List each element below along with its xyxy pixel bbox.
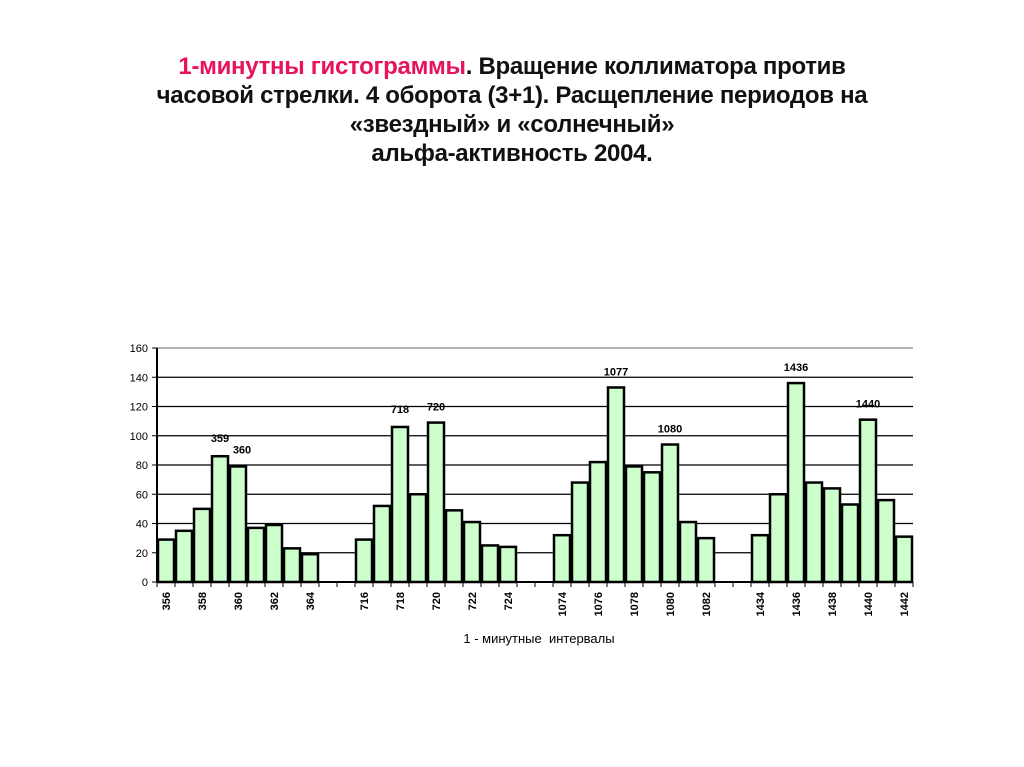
bar-717 bbox=[372, 504, 392, 584]
bar-722 bbox=[462, 520, 482, 584]
bar-1076 bbox=[588, 460, 608, 584]
slide-title: 1-минутны гистограммы. Вращение коллимат… bbox=[0, 52, 1024, 168]
x-tick-label: 1074 bbox=[557, 591, 569, 616]
peak-label: 360 bbox=[233, 444, 251, 456]
bar-1439 bbox=[840, 503, 860, 584]
bars bbox=[156, 381, 914, 584]
x-tick-label: 1076 bbox=[593, 592, 605, 616]
peak-label: 1436 bbox=[784, 362, 808, 374]
bar-1440 bbox=[858, 418, 878, 584]
bar-1438 bbox=[822, 487, 842, 584]
x-tick-label: 716 bbox=[359, 592, 371, 610]
x-tick-label: 364 bbox=[305, 591, 317, 610]
bar-357 bbox=[174, 529, 194, 584]
x-tick-label: 362 bbox=[269, 592, 281, 610]
bar-1437 bbox=[804, 481, 824, 584]
y-tick-label: 20 bbox=[136, 548, 148, 560]
peak-label: 1080 bbox=[658, 424, 682, 436]
title-line-2: часовой стрелки. 4 оборота (3+1). Расщеп… bbox=[156, 82, 868, 109]
bar-361 bbox=[246, 526, 266, 584]
bar-1079 bbox=[642, 471, 662, 584]
peak-label: 718 bbox=[391, 404, 409, 416]
bar-362 bbox=[264, 523, 284, 584]
x-tick-label: 1082 bbox=[701, 592, 713, 616]
bar-720 bbox=[426, 421, 446, 584]
x-tick-label: 358 bbox=[197, 592, 209, 610]
x-tick-label: 1434 bbox=[755, 591, 767, 616]
bar-356 bbox=[156, 538, 176, 584]
bar-1441 bbox=[876, 498, 896, 584]
bar-721 bbox=[444, 509, 464, 584]
bar-1434 bbox=[750, 533, 770, 584]
bar-718 bbox=[390, 425, 410, 584]
bar-716 bbox=[354, 538, 374, 584]
title-highlight: 1-минутны гистограммы bbox=[178, 53, 466, 80]
bar-359 bbox=[210, 454, 230, 584]
x-tick-label: 1436 bbox=[791, 592, 803, 616]
bar-1082 bbox=[696, 536, 716, 584]
x-tick-label: 720 bbox=[431, 592, 443, 610]
bar-1435 bbox=[768, 493, 788, 584]
bar-1075 bbox=[570, 481, 590, 584]
y-tick-label: 120 bbox=[130, 402, 148, 414]
x-tick-label: 1440 bbox=[863, 592, 875, 616]
bar-1436 bbox=[786, 381, 806, 584]
y-axis-ticks: 0 20 40 60 80 100 120 140 160 bbox=[130, 343, 157, 589]
y-tick-label: 160 bbox=[130, 343, 148, 355]
bar-363 bbox=[282, 547, 302, 584]
x-tick-label: 718 bbox=[395, 592, 407, 610]
gridlines bbox=[157, 347, 913, 554]
x-tick-label: 1438 bbox=[827, 592, 839, 616]
bar-1077 bbox=[606, 386, 626, 584]
bar-723 bbox=[480, 544, 500, 584]
x-tick-label: 1078 bbox=[629, 592, 641, 616]
title-line-4: альфа-активность 2004. bbox=[371, 140, 653, 167]
bar-1081 bbox=[678, 520, 698, 584]
y-tick-label: 0 bbox=[142, 577, 148, 589]
x-tick-label: 1442 bbox=[899, 592, 911, 616]
x-tick-label: 360 bbox=[233, 592, 245, 610]
x-tick-label: 1080 bbox=[665, 592, 677, 616]
peak-label: 1077 bbox=[604, 366, 628, 378]
x-tick-label: 724 bbox=[503, 591, 515, 610]
title-line-1: 1-минутны гистограммы. Вращение коллимат… bbox=[0, 52, 1024, 81]
peak-label: 720 bbox=[427, 402, 445, 414]
bar-719 bbox=[408, 493, 428, 584]
y-tick-label: 100 bbox=[130, 431, 148, 443]
peak-label: 1440 bbox=[856, 399, 880, 411]
bar-364 bbox=[300, 552, 320, 584]
y-tick-label: 60 bbox=[136, 489, 148, 501]
bar-1078 bbox=[624, 465, 644, 584]
bar-1442 bbox=[894, 535, 914, 584]
peak-label: 359 bbox=[211, 433, 229, 445]
peak-annotations: 359 360 718 720 1077 1080 1436 1440 bbox=[211, 362, 880, 456]
y-tick-label: 40 bbox=[136, 519, 148, 531]
bar-358 bbox=[192, 507, 212, 584]
bar-724 bbox=[498, 545, 518, 584]
x-tick-label: 722 bbox=[467, 592, 479, 610]
title-line-3: «звездный» и «солнечный» bbox=[349, 111, 675, 138]
title-line-1-rest: . Вращение коллиматора против bbox=[465, 53, 846, 80]
bar-360 bbox=[228, 465, 248, 584]
x-axis-label: 1 - минутные интервалы bbox=[463, 631, 614, 646]
y-tick-label: 140 bbox=[130, 372, 148, 384]
y-tick-label: 80 bbox=[136, 460, 148, 472]
bar-1074 bbox=[552, 533, 572, 584]
x-tick-label: 356 bbox=[161, 592, 173, 610]
x-axis-ticks: 356 358 360 362 364 716 718 720 722 724 1074 1076 10… bbox=[156, 582, 914, 616]
bar-1080 bbox=[660, 443, 680, 584]
